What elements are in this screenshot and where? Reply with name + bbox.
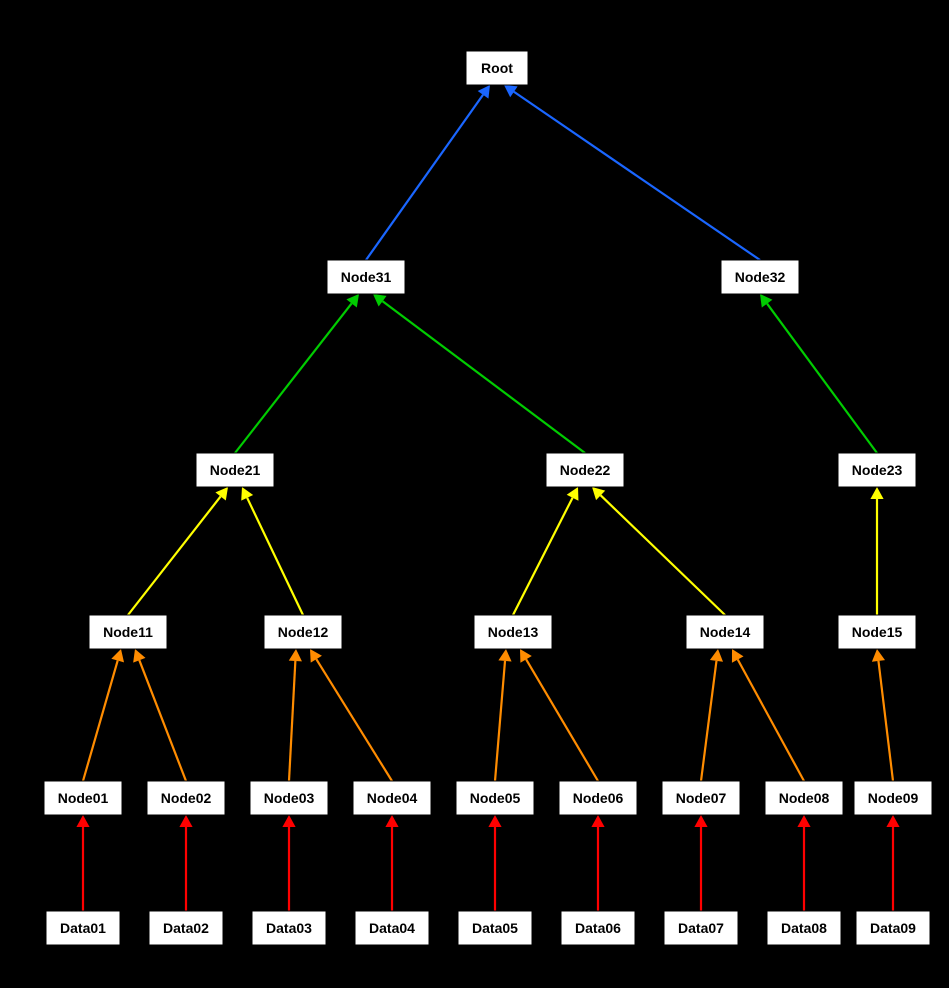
- node-label: Data05: [472, 920, 518, 936]
- tree-node: Data08: [767, 911, 841, 945]
- arrowhead-icon: [872, 649, 885, 662]
- node-label: Node14: [700, 624, 751, 640]
- tree-node: Node14: [686, 615, 764, 649]
- arrowhead-icon: [76, 815, 89, 827]
- node-label: Data04: [369, 920, 415, 936]
- arrowhead-icon: [282, 815, 295, 827]
- tree-node: Node12: [264, 615, 342, 649]
- node-label: Node31: [341, 269, 392, 285]
- tree-node: Data04: [355, 911, 429, 945]
- node-label: Node23: [852, 462, 903, 478]
- edge: [383, 301, 585, 453]
- tree-node: Data02: [149, 911, 223, 945]
- node-label: Data07: [678, 920, 724, 936]
- node-label: Data03: [266, 920, 312, 936]
- edge: [366, 95, 483, 260]
- arrowhead-icon: [346, 294, 359, 308]
- edge: [738, 660, 804, 781]
- tree-node: Node03: [250, 781, 328, 815]
- arrowhead-icon: [870, 487, 883, 499]
- node-label: Node02: [161, 790, 212, 806]
- node-label: Node12: [278, 624, 329, 640]
- node-label: Node11: [103, 624, 153, 640]
- edge: [601, 495, 725, 615]
- tree-diagram: Root Node31 Node32 Node21 Node22 Node23 Node11…: [0, 0, 949, 988]
- node-label: Data08: [781, 920, 827, 936]
- arrowhead-icon: [591, 815, 604, 827]
- arrowhead-icon: [710, 649, 723, 662]
- tree-node: Data05: [458, 911, 532, 945]
- tree-node: Root: [466, 51, 528, 85]
- edge: [235, 303, 352, 453]
- edge: [247, 498, 303, 615]
- arrowhead-icon: [111, 649, 124, 662]
- node-label: Node04: [367, 790, 418, 806]
- tree-node: Node11: [89, 615, 167, 649]
- arrowhead-icon: [760, 294, 772, 308]
- tree-node: Data01: [46, 911, 120, 945]
- edge: [128, 496, 221, 615]
- tree-node: Data09: [856, 911, 930, 945]
- arrowhead-icon: [694, 815, 707, 827]
- node-label: Node03: [264, 790, 315, 806]
- node-label: Node07: [676, 790, 727, 806]
- tree-node: Node05: [456, 781, 534, 815]
- node-label: Data06: [575, 920, 621, 936]
- tree-node: Node13: [474, 615, 552, 649]
- tree-node: Data07: [664, 911, 738, 945]
- edge: [289, 661, 295, 781]
- tree-node: Node32: [721, 260, 799, 294]
- node-label: Root: [481, 60, 513, 76]
- tree-node: Data03: [252, 911, 326, 945]
- edge: [526, 659, 598, 781]
- arrowhead-icon: [797, 815, 810, 827]
- node-label: Node22: [560, 462, 611, 478]
- arrowhead-icon: [215, 487, 228, 501]
- node-label: Data02: [163, 920, 209, 936]
- edge: [139, 660, 186, 781]
- edge: [495, 661, 505, 781]
- node-label: Node01: [58, 790, 109, 806]
- arrowhead-icon: [289, 649, 302, 661]
- tree-node: Node15: [838, 615, 916, 649]
- node-label: Node05: [470, 790, 521, 806]
- arrowhead-icon: [478, 85, 490, 99]
- tree-node: Node23: [838, 453, 916, 487]
- arrowhead-icon: [373, 294, 387, 306]
- tree-node: Node06: [559, 781, 637, 815]
- edge: [514, 92, 760, 260]
- tree-node: Node09: [854, 781, 932, 815]
- arrowhead-icon: [504, 85, 518, 97]
- tree-node: Node01: [44, 781, 122, 815]
- node-label: Node06: [573, 790, 624, 806]
- edge: [513, 498, 573, 615]
- edge: [316, 659, 392, 781]
- tree-node: Node08: [765, 781, 843, 815]
- arrowhead-icon: [886, 815, 899, 827]
- node-label: Data01: [60, 920, 106, 936]
- tree-node: Node31: [327, 260, 405, 294]
- tree-node: Data06: [561, 911, 635, 945]
- node-label: Data09: [870, 920, 916, 936]
- node-label: Node32: [735, 269, 786, 285]
- arrowhead-icon: [498, 649, 511, 662]
- arrowhead-icon: [385, 815, 398, 827]
- tree-node: Node21: [196, 453, 274, 487]
- tree-node: Node07: [662, 781, 740, 815]
- tree-node: Node04: [353, 781, 431, 815]
- node-label: Node21: [210, 462, 261, 478]
- node-label: Node15: [852, 624, 903, 640]
- node-label: Node13: [488, 624, 539, 640]
- arrowhead-icon: [488, 815, 501, 827]
- arrowhead-icon: [179, 815, 192, 827]
- edge: [83, 661, 118, 781]
- tree-node: Node22: [546, 453, 624, 487]
- tree-node: Node02: [147, 781, 225, 815]
- edge: [878, 661, 893, 781]
- nodes-layer: Root Node31 Node32 Node21 Node22 Node23 Node11…: [44, 51, 932, 945]
- edge: [701, 661, 716, 781]
- edge: [767, 304, 877, 453]
- node-label: Node08: [779, 790, 830, 806]
- node-label: Node09: [868, 790, 919, 806]
